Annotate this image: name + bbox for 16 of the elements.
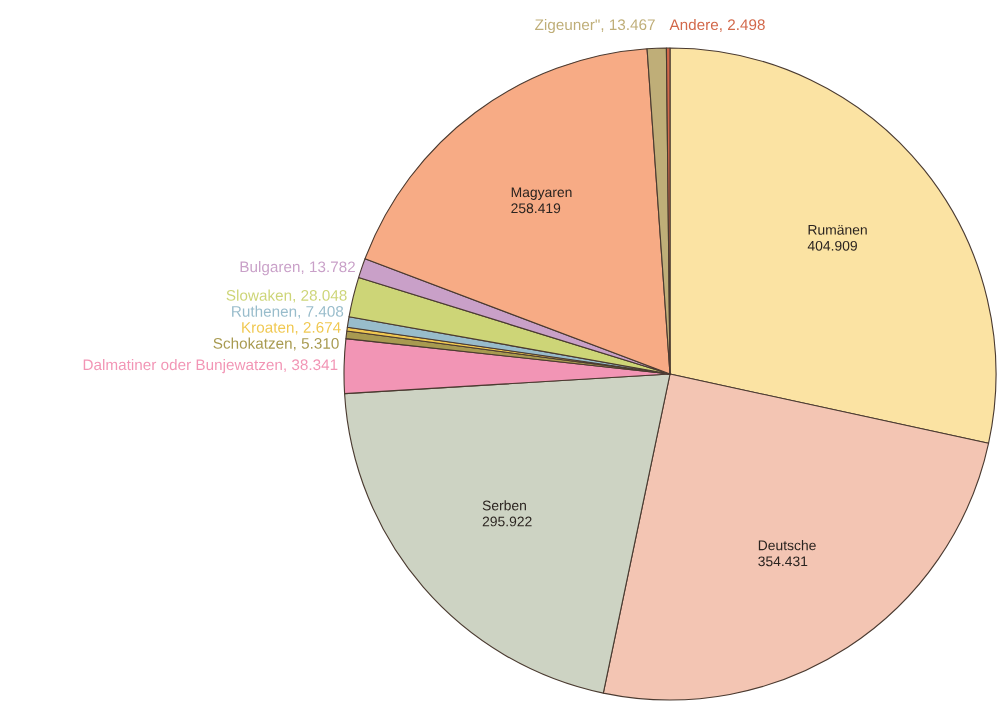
data-label: 404.909: [807, 240, 857, 251]
slice-label: Deutsche: [758, 540, 816, 551]
data-label: 295.922: [482, 516, 532, 527]
slice-label: Ruthenen, 7.408: [232, 305, 344, 319]
slice-label: Rumänen: [808, 225, 867, 235]
slice-label: Schokatzen, 5.310: [213, 337, 339, 351]
slice-label: Bulgaren, 13.782: [240, 261, 355, 276]
slice-label: Kroaten, 2.674: [242, 321, 341, 335]
slice-label: Serben: [482, 500, 526, 511]
slice-label: Slowaken, 28.048: [226, 289, 347, 303]
data-label: 354.431: [758, 556, 808, 567]
slice-label: Andere, 2.498: [669, 18, 765, 32]
data-label: 258.419: [511, 203, 561, 214]
slice-label: Magyaren: [511, 187, 572, 200]
slice-label: Dalmatiner oder Bunjewatzen, 38.341: [83, 358, 338, 374]
slice-label: Zigeuner", 13.467: [535, 18, 655, 34]
